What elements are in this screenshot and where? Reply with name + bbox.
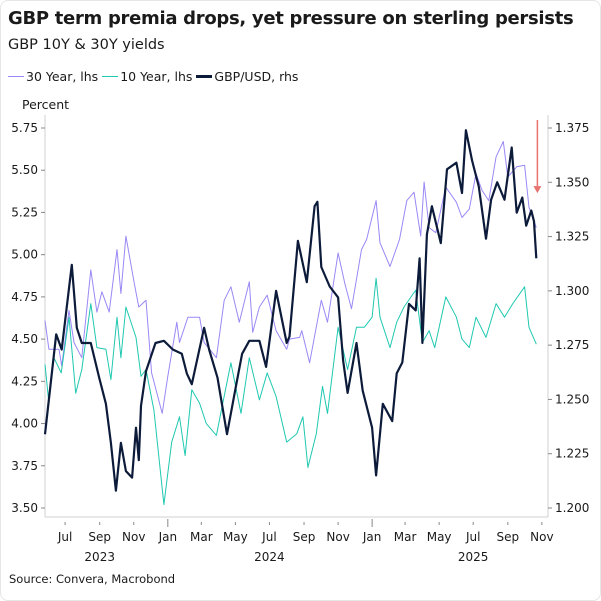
- legend-item-10y: 10 Year, lhs: [102, 69, 192, 84]
- x-tick-label: Jul: [57, 530, 72, 544]
- legend-label-10y: 10 Year, lhs: [120, 69, 193, 84]
- x-tick-label: Sep: [88, 530, 111, 544]
- legend-swatch-30y: [8, 76, 24, 77]
- legend: 30 Year, lhs 10 Year, lhs GBP/USD, rhs: [8, 69, 302, 84]
- source-note: Source: Convera, Macrobond: [9, 572, 176, 586]
- legend-swatch-10y: [102, 76, 119, 77]
- left-tick-label: 3.50: [11, 501, 38, 515]
- left-axis-unit: Percent: [22, 97, 70, 112]
- left-tick-label: 4.25: [11, 374, 38, 388]
- chart-title: GBP term premia drops, yet pressure on s…: [8, 8, 574, 29]
- annotation-arrow-head-icon: [533, 186, 542, 194]
- right-tick-label: 1.200: [555, 501, 589, 515]
- left-tick-label: 4.00: [11, 417, 38, 431]
- x-tick-label: Jan: [362, 530, 382, 544]
- legend-swatch-gbpusd: [196, 75, 213, 78]
- left-tick-label: 5.25: [11, 205, 38, 219]
- legend-item-30y: 30 Year, lhs: [8, 69, 98, 84]
- right-tick-label: 1.325: [555, 230, 589, 244]
- x-year-label: 2024: [254, 550, 285, 564]
- x-tick-label: Nov: [530, 530, 553, 544]
- right-tick-label: 1.275: [555, 338, 589, 352]
- x-tick-label: May: [427, 530, 452, 544]
- series-line-30-year: [44, 141, 537, 414]
- left-tick-label: 5.50: [11, 163, 38, 177]
- x-tick-label: Mar: [190, 530, 213, 544]
- series-line-gbp-usd: [43, 129, 538, 492]
- series-line-10-year: [44, 277, 537, 506]
- left-tick-label: 5.75: [11, 121, 38, 135]
- x-tick-label: Nov: [326, 530, 349, 544]
- x-tick-label: May: [223, 530, 248, 544]
- x-tick-label: Nov: [122, 530, 145, 544]
- left-tick-label: 4.50: [11, 332, 38, 346]
- x-tick-label: Jul: [261, 530, 276, 544]
- right-tick-label: 1.300: [555, 284, 589, 298]
- legend-label-30y: 30 Year, lhs: [26, 69, 99, 84]
- chart-subtitle: GBP 10Y & 30Y yields: [8, 37, 165, 53]
- x-tick-label: Jul: [465, 530, 480, 544]
- left-tick-label: 3.75: [11, 459, 38, 473]
- x-tick-label: Mar: [394, 530, 417, 544]
- legend-item-gbpusd: GBP/USD, rhs: [196, 69, 298, 84]
- x-tick-label: Sep: [496, 530, 519, 544]
- left-tick-label: 5.00: [11, 248, 38, 262]
- legend-label-gbpusd: GBP/USD, rhs: [214, 69, 299, 84]
- x-year-label: 2025: [458, 550, 489, 564]
- x-year-label: 2023: [84, 550, 115, 564]
- right-tick-label: 1.375: [555, 121, 589, 135]
- right-tick-label: 1.250: [555, 392, 589, 406]
- right-tick-label: 1.350: [555, 175, 589, 189]
- left-tick-label: 4.75: [11, 290, 38, 304]
- x-tick-label: Sep: [293, 530, 316, 544]
- right-tick-label: 1.225: [555, 447, 589, 461]
- x-tick-label: Jan: [158, 530, 178, 544]
